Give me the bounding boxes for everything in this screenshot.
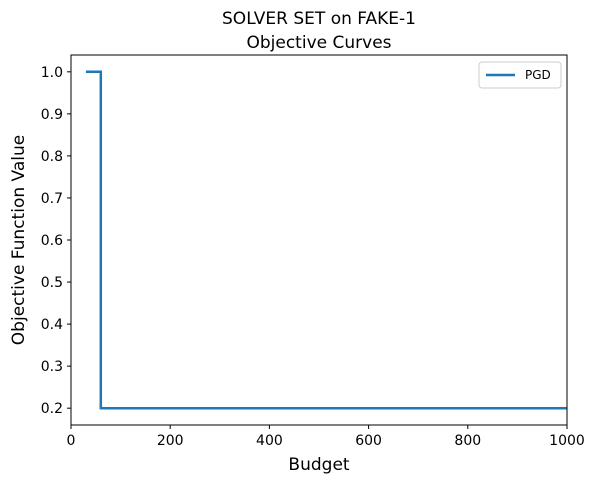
plot-area <box>85 70 567 410</box>
y-tick-label: 0.8 <box>41 149 63 165</box>
y-tick-label: 0.5 <box>41 275 63 291</box>
y-axis-ticks: 0.2 0.3 0.4 0.5 0.6 0.7 0.8 0.9 1.0 <box>41 65 71 417</box>
x-tick-label: 200 <box>157 433 184 449</box>
x-tick-label: 400 <box>256 433 283 449</box>
y-tick-label: 0.7 <box>41 191 63 207</box>
x-tick-label: 1000 <box>549 433 585 449</box>
chart-title-line-1: SOLVER SET on FAKE-1 <box>222 9 416 29</box>
legend-box <box>478 61 562 89</box>
x-tick-label: 800 <box>454 433 481 449</box>
x-axis-ticks: 0 200 400 600 800 1000 <box>67 425 585 449</box>
legend: PGD <box>478 61 562 89</box>
y-axis-label: Objective Function Value <box>9 135 29 345</box>
x-axis-label: Budget <box>288 455 349 475</box>
y-tick-label: 0.6 <box>41 233 63 249</box>
y-tick-label: 1.0 <box>41 65 63 81</box>
series-line-pgd <box>85 70 567 410</box>
axes-frame <box>70 54 568 426</box>
y-tick-label: 0.9 <box>41 107 63 123</box>
y-tick-label: 0.4 <box>41 317 63 333</box>
x-tick-label: 0 <box>67 433 76 449</box>
y-tick-label: 0.3 <box>41 359 63 375</box>
x-tick-label: 600 <box>355 433 382 449</box>
chart-title-line-2: Objective Curves <box>246 33 391 53</box>
legend-label-pgd: PGD <box>525 68 551 82</box>
y-tick-label: 0.2 <box>41 401 63 417</box>
